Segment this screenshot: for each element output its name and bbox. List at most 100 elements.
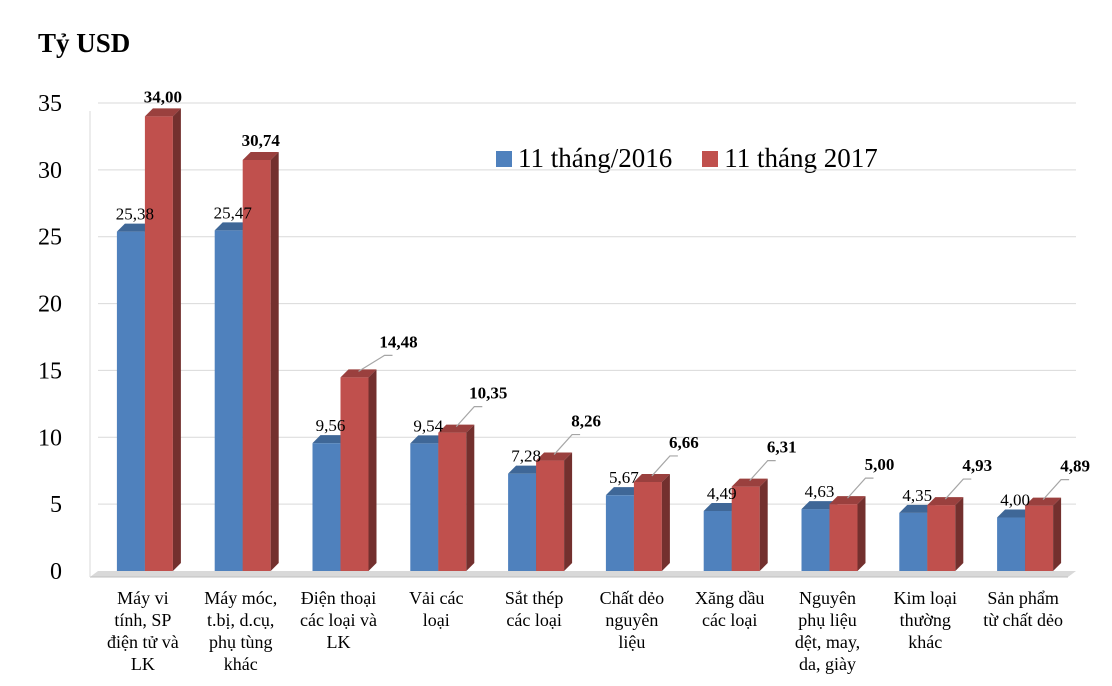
bar-2016-front [801, 509, 830, 571]
data-label-2016: 9,54 [413, 416, 443, 435]
leader-line-2017 [651, 455, 678, 477]
leader-line-2017 [455, 406, 483, 428]
category-label: các loại và [300, 610, 377, 630]
category-label: loại [423, 610, 450, 630]
bar-2016-top [312, 435, 349, 444]
data-label-2017: 6,31 [767, 438, 797, 457]
y-tick-label: 5 [50, 492, 62, 518]
category-label: Máy vi [117, 588, 169, 608]
category-label: khác [908, 632, 942, 652]
bar-2017-side [759, 478, 768, 571]
bar-2017-top [829, 496, 866, 505]
category-label: phụ liệu [798, 610, 857, 630]
bar-2017-side [1053, 497, 1062, 571]
legend-label-2016: 11 tháng/2016 [518, 143, 673, 173]
category-label: dệt, may, [795, 632, 860, 652]
legend-item-2016: 11 tháng/2016 [496, 143, 672, 174]
data-label-2017: 4,89 [1060, 457, 1090, 476]
legend-swatch-2016 [496, 150, 512, 167]
bar-2016-top [899, 504, 936, 513]
bar-2017-front [927, 505, 956, 571]
bar-2016-top [116, 223, 153, 232]
bar-2016-top [214, 222, 251, 231]
bar-2017-top [1025, 497, 1062, 506]
data-label-2017: 4,93 [962, 456, 992, 475]
bar-2016-top [508, 465, 545, 474]
category-label: Chất dẻo [600, 588, 665, 608]
bar-2016-top [703, 502, 740, 511]
bar-2016-front [410, 443, 439, 571]
bar-2016-front [997, 517, 1026, 571]
bar-2017-front [633, 481, 662, 571]
category-label: da, giày [799, 654, 856, 674]
bar-2017-top [633, 473, 670, 482]
data-label-2017: 30,74 [242, 131, 281, 150]
category-label: Điện thoại [301, 588, 376, 608]
bar-2017-top [927, 497, 964, 506]
bar-2016-top [605, 487, 642, 496]
data-label-2016: 4,35 [902, 486, 932, 505]
bar-2017-side [661, 473, 670, 571]
leader-line-2017 [553, 433, 581, 455]
bar-2017-front [829, 504, 858, 571]
bar-2016-front [605, 495, 634, 571]
bar-2017-front [340, 377, 369, 571]
leader-line-2017 [944, 478, 972, 500]
category-label: nguyên [605, 610, 658, 630]
data-label-2016: 7,28 [511, 447, 541, 466]
category-label: từ chất dẻo [983, 610, 1063, 630]
bar-2017-side [368, 369, 377, 571]
bar-2017-side [564, 452, 573, 571]
bar-2016-top [801, 501, 838, 510]
y-tick-label: 25 [38, 225, 62, 251]
category-label: Vải các [409, 588, 463, 608]
category-label: Xăng dầu [695, 588, 764, 608]
data-label-2017: 34,00 [144, 87, 182, 106]
data-label-2016: 4,00 [1000, 491, 1030, 510]
category-label: LK [131, 654, 155, 674]
category-label: khác [224, 654, 258, 674]
bar-2017-side [270, 151, 279, 571]
bar-2017-top [438, 424, 475, 433]
y-tick-label: 15 [38, 358, 62, 384]
category-label: Sắt thép [505, 588, 564, 608]
legend: 11 tháng/2016 11 tháng 2017 [496, 143, 908, 174]
bar-2016-front [214, 230, 243, 571]
legend-label-2017: 11 tháng 2017 [724, 143, 878, 173]
category-label: Máy móc, [204, 588, 277, 608]
bar-2017-front [144, 116, 173, 571]
data-label-2016: 25,47 [214, 203, 253, 222]
y-tick-label: 20 [38, 292, 62, 318]
category-label: phụ tùng [209, 632, 273, 652]
bar-2017-top [340, 369, 377, 378]
category-label: Sản phẩm [987, 588, 1059, 608]
bar-2016-front [116, 231, 145, 571]
bar-2017-front [536, 460, 565, 571]
data-label-2016: 9,56 [316, 416, 346, 435]
bar-2017-front [1025, 505, 1054, 571]
data-label-2016: 4,63 [805, 482, 835, 501]
y-tick-label: 10 [38, 425, 62, 451]
category-label: Nguyên [799, 588, 856, 608]
data-label-2016: 25,38 [116, 205, 154, 224]
legend-swatch-2017 [702, 150, 719, 167]
leader-line-2017 [749, 460, 776, 482]
bar-2016-front [508, 473, 537, 571]
category-label: liệu [618, 632, 645, 652]
leader-line-2017 [358, 354, 393, 372]
category-label: Kim loại [894, 588, 958, 608]
leader-line-2017 [847, 477, 874, 499]
category-label: tính, SP [114, 610, 171, 630]
data-label-2016: 5,67 [609, 468, 639, 487]
bar-2016-top [997, 509, 1034, 518]
bar-2016-front [703, 510, 732, 571]
chart-floor [90, 571, 1076, 577]
bar-2017-front [242, 159, 271, 571]
y-tick-label: 0 [50, 559, 62, 585]
category-label: các loại [702, 610, 757, 630]
bar-2017-top [242, 151, 279, 160]
category-label: thường [900, 610, 951, 630]
leader-line-2017 [1042, 479, 1070, 501]
bar-2016-front [899, 512, 928, 571]
